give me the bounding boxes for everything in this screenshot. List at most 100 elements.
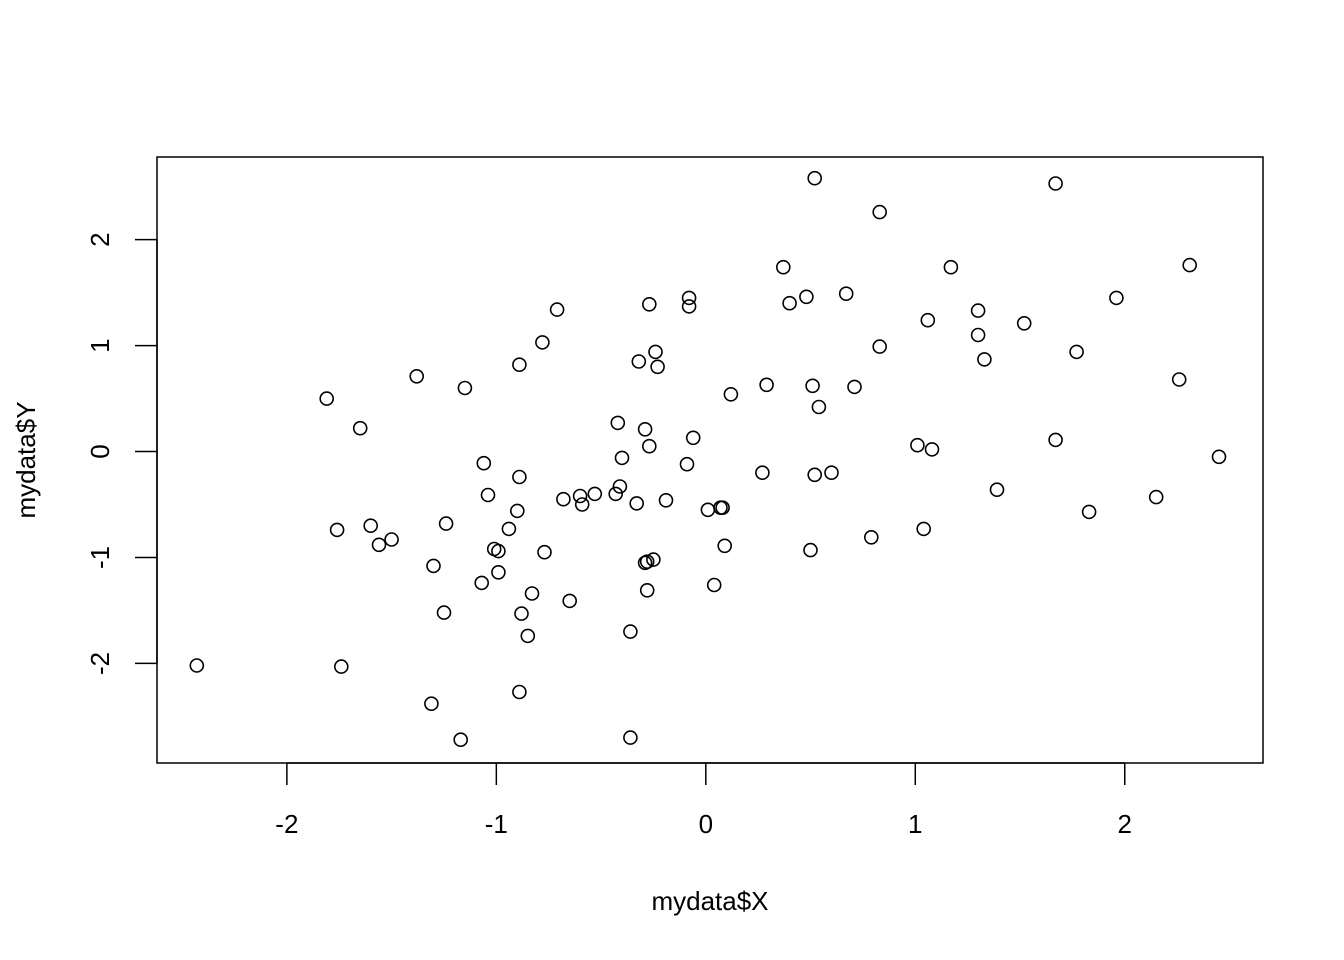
y-tick-label: 2 [85,232,115,246]
y-tick-label: -1 [85,546,115,569]
data-point [562,593,578,609]
x-tick-label: 0 [699,809,713,839]
data-point [658,492,674,508]
data-point [189,658,205,673]
data-point [807,467,823,483]
data-point [572,488,588,504]
y-axis: -2 -1 0 1 2 [85,232,158,675]
data-point [723,386,739,402]
data-point [457,380,473,396]
data-point [610,415,626,431]
data-point [514,606,529,621]
data-point [863,529,879,545]
data-point [509,503,525,519]
data-point [811,399,827,415]
x-tick-label: -1 [485,809,508,839]
data-point [650,359,665,375]
data-point [587,486,603,502]
x-axis: -2 -1 0 1 2 [275,762,1132,839]
data-point [706,577,722,593]
data-point [1016,315,1032,331]
data-point [648,344,663,360]
data-point [838,286,854,302]
data-point [612,479,628,494]
data-point [1069,344,1084,360]
data-points [189,170,1227,748]
data-point [574,497,590,512]
data-point [333,659,349,674]
data-point [943,259,959,275]
data-point [916,521,932,537]
data-point [639,582,655,598]
data-point [491,543,506,559]
data-point [681,290,697,306]
y-tick-label: -2 [85,652,115,675]
data-point [717,538,733,554]
data-point [1182,257,1197,273]
data-point [872,204,888,220]
data-point [805,378,820,394]
data-point [639,554,655,570]
data-point [1048,176,1063,191]
data-point [623,730,638,745]
data-point [319,391,335,406]
y-axis-label: mydata$Y [11,401,41,518]
data-point [426,558,441,574]
data-point [474,575,490,591]
data-point [631,354,647,369]
data-point [623,624,638,639]
x-axis-label: mydata$X [651,886,768,916]
data-point [549,302,565,317]
data-point [807,170,823,186]
data-point [715,500,730,516]
data-point [363,518,379,534]
data-point [872,339,888,354]
data-point [799,289,814,305]
data-point [352,420,368,436]
data-point [782,295,797,311]
data-point [1171,372,1187,387]
data-point [501,521,517,537]
data-point [924,442,940,457]
x-tick-label: 2 [1118,809,1132,839]
data-point [329,522,345,538]
data-point [438,516,454,531]
data-point [641,438,657,454]
data-point [759,377,774,393]
data-point [491,564,506,580]
data-point [685,430,701,446]
data-point [1081,504,1097,520]
x-tick-label: 1 [908,809,922,839]
data-point [1148,489,1164,505]
data-point [803,542,818,558]
data-point [681,299,697,314]
data-point [384,532,399,547]
data-point [970,327,986,343]
data-point [641,296,657,312]
x-tick-label: -2 [275,809,298,839]
data-point [480,487,496,503]
data-point [977,352,992,367]
data-point [535,335,550,350]
data-point [755,465,770,481]
data-point [436,605,452,620]
data-point [556,491,571,507]
data-point [524,586,540,601]
data-point [637,421,653,437]
data-point [512,469,527,485]
data-point [1048,432,1063,448]
data-point [512,684,527,700]
y-tick-label: 1 [85,338,115,352]
data-point [1109,290,1124,306]
data-point [476,455,492,471]
data-point [520,628,536,644]
data-point [614,450,630,466]
data-point [824,465,839,481]
data-point [608,486,624,502]
data-point [910,437,925,453]
data-point [920,312,936,328]
data-point [775,259,791,275]
data-point [679,456,695,472]
data-point [629,496,645,511]
